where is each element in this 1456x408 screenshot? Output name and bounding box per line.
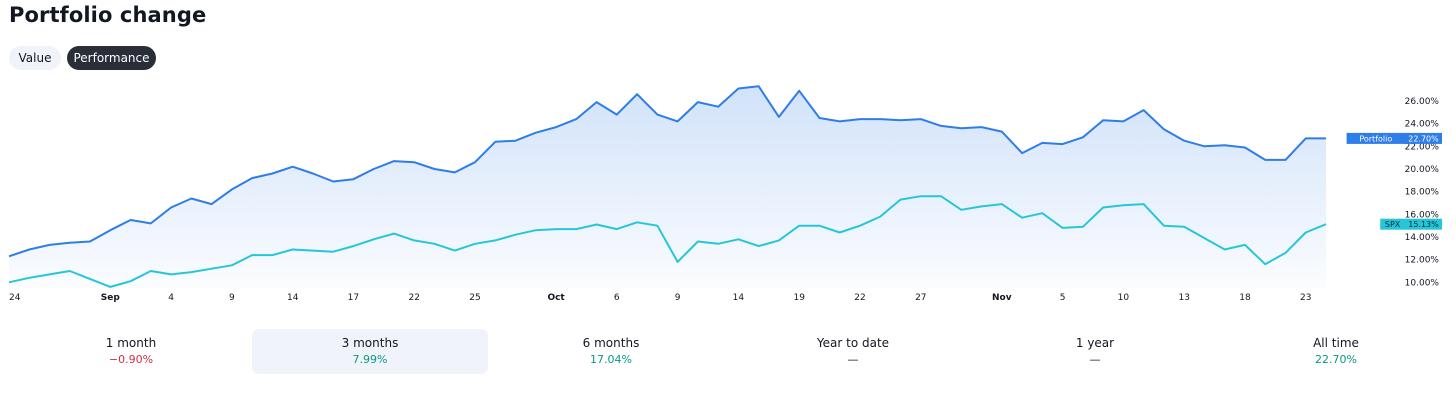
x-tick-label: 19: [793, 293, 805, 303]
performance-chart: 10.00% 12.00% 14.00% 16.00% 18.00% 20.00% 22.0…: [8, 85, 1442, 303]
series-badge-name-bg: [1380, 218, 1405, 230]
y-tick-label: 26.00%: [1405, 97, 1440, 107]
series-badge-name: Portfolio: [1359, 134, 1392, 143]
series-badge-name-bg: [1346, 132, 1405, 144]
y-tick-label: 24.00%: [1405, 120, 1440, 130]
x-tick-label: 17: [348, 293, 359, 303]
series-badge-value-bg: [1405, 132, 1442, 144]
x-tick-label: 9: [229, 293, 235, 303]
period-3-months[interactable]: 3 months 7.99%: [252, 329, 488, 374]
period-6-months[interactable]: 6 months 17.04%: [493, 329, 729, 374]
page-title: Portfolio change: [9, 3, 207, 27]
x-tick-label: Sep: [101, 293, 121, 303]
y-tick-label: 12.00%: [1405, 256, 1440, 266]
x-tick-label: 5: [1060, 293, 1066, 303]
spx-line: [8, 195, 1327, 288]
x-tick-label: 25: [469, 293, 480, 303]
y-tick-label: 18.00%: [1405, 188, 1440, 198]
y-tick-label: 10.00%: [1405, 278, 1440, 288]
x-tick-label: 23: [1300, 293, 1311, 303]
period-value: 7.99%: [352, 353, 388, 366]
period-label: 3 months: [341, 336, 399, 350]
x-tick-label: 22: [854, 293, 865, 303]
period-1-year[interactable]: 1 year —: [977, 329, 1213, 374]
period-year-to-date[interactable]: Year to date —: [735, 329, 971, 374]
period-value: 22.70%: [1315, 353, 1357, 366]
x-tick-label: 4: [168, 293, 174, 303]
x-tick-label: 14: [733, 293, 745, 303]
series-badge-value-bg: [1405, 218, 1442, 230]
period-value: 17.04%: [590, 353, 632, 366]
series-badge-value: 22.70%: [1408, 134, 1439, 143]
period-label: 6 months: [582, 336, 640, 350]
x-tick-label: 10: [1118, 293, 1130, 303]
y-tick-label: 22.00%: [1405, 142, 1440, 152]
period-label: All time: [1313, 336, 1359, 350]
x-tick-label: 22: [408, 293, 419, 303]
y-tick-label: 14.00%: [1405, 233, 1440, 243]
period-all-time[interactable]: All time 22.70%: [1218, 329, 1454, 374]
y-tick-label: 20.00%: [1405, 165, 1440, 175]
x-tick-label: 18: [1239, 293, 1251, 303]
x-tick-label: 6: [614, 293, 620, 303]
x-tick-label: 13: [1178, 293, 1189, 303]
period-label: Year to date: [816, 336, 890, 350]
x-tick-label: Nov: [992, 293, 1012, 303]
x-tick-label: 9: [675, 293, 681, 303]
period-1-month[interactable]: 1 month −0.90%: [13, 329, 249, 374]
period-value: −0.90%: [108, 353, 154, 366]
performance-toggle-button[interactable]: Performance: [67, 46, 156, 70]
value-toggle-button[interactable]: Value: [9, 46, 61, 70]
series-badge-name: SPX: [1385, 220, 1401, 229]
series-badge-value: 15.13%: [1408, 220, 1439, 229]
x-tick-label: 14: [287, 293, 299, 303]
period-value: —: [1089, 353, 1101, 366]
period-label: 1 month: [105, 336, 157, 350]
x-tick-label: 24: [9, 293, 21, 303]
y-tick-label: 16.00%: [1405, 210, 1440, 220]
x-tick-label: 27: [915, 293, 926, 303]
portfolio-area: [9, 86, 1326, 288]
period-value: —: [847, 353, 859, 366]
period-label: 1 year: [1075, 336, 1115, 350]
portfolio-line: [8, 85, 1326, 258]
x-tick-label: Oct: [547, 293, 565, 303]
